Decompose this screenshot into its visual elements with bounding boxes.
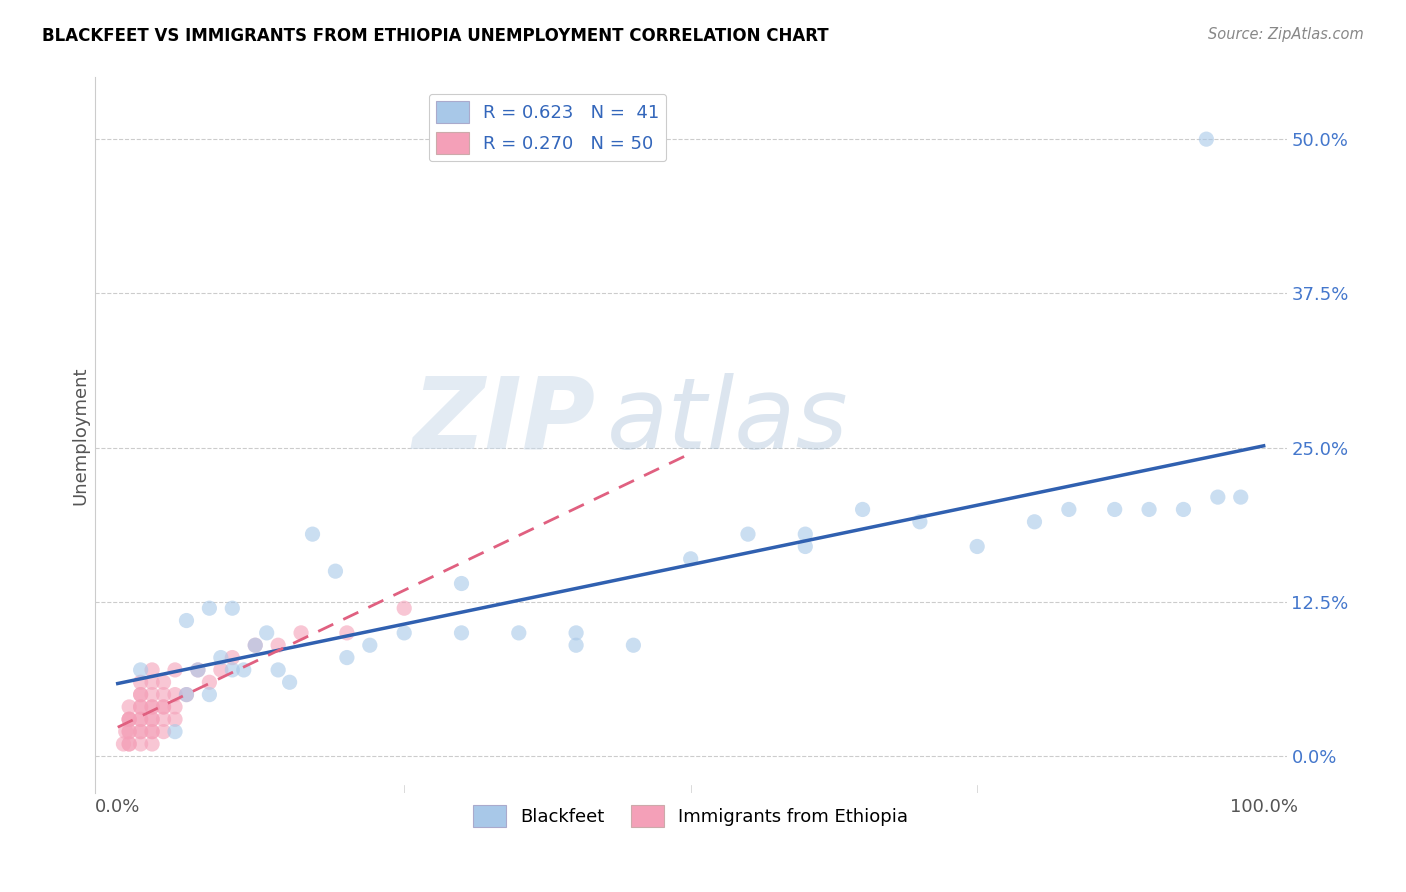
Point xyxy=(176,614,198,628)
Point xyxy=(325,564,347,578)
Point xyxy=(336,626,359,640)
Point xyxy=(679,551,702,566)
Point xyxy=(336,650,359,665)
Point xyxy=(198,688,221,702)
Point xyxy=(245,638,267,652)
Point xyxy=(152,700,174,714)
Point xyxy=(301,527,323,541)
Text: BLACKFEET VS IMMIGRANTS FROM ETHIOPIA UNEMPLOYMENT CORRELATION CHART: BLACKFEET VS IMMIGRANTS FROM ETHIOPIA UN… xyxy=(42,27,828,45)
Point xyxy=(1057,502,1080,516)
Point xyxy=(565,638,588,652)
Point xyxy=(141,688,163,702)
Point xyxy=(152,700,174,714)
Point xyxy=(794,540,817,554)
Point xyxy=(141,712,163,726)
Point xyxy=(118,700,141,714)
Point xyxy=(152,688,174,702)
Point xyxy=(141,663,163,677)
Point xyxy=(129,688,152,702)
Point xyxy=(114,724,136,739)
Point xyxy=(129,675,152,690)
Point xyxy=(392,626,415,640)
Point xyxy=(163,700,186,714)
Point xyxy=(129,737,152,751)
Point xyxy=(129,700,152,714)
Point xyxy=(245,638,267,652)
Point xyxy=(966,540,988,554)
Point xyxy=(359,638,381,652)
Point xyxy=(129,724,152,739)
Point xyxy=(737,527,759,541)
Point xyxy=(163,688,186,702)
Point xyxy=(176,688,198,702)
Point xyxy=(221,650,243,665)
Point xyxy=(129,700,152,714)
Point xyxy=(141,675,163,690)
Point xyxy=(187,663,209,677)
Point xyxy=(290,626,312,640)
Point xyxy=(112,737,135,751)
Text: ZIP: ZIP xyxy=(412,373,595,469)
Point xyxy=(852,502,875,516)
Y-axis label: Unemployment: Unemployment xyxy=(72,366,89,505)
Point xyxy=(565,626,588,640)
Point xyxy=(450,626,472,640)
Point xyxy=(1229,490,1251,504)
Point xyxy=(163,663,186,677)
Point xyxy=(187,663,209,677)
Point xyxy=(163,724,186,739)
Point xyxy=(908,515,931,529)
Point xyxy=(118,712,141,726)
Point xyxy=(221,601,243,615)
Point xyxy=(621,638,644,652)
Point xyxy=(198,675,221,690)
Point xyxy=(1137,502,1160,516)
Point xyxy=(1206,490,1229,504)
Point xyxy=(129,724,152,739)
Point xyxy=(118,712,141,726)
Point xyxy=(163,712,186,726)
Point xyxy=(141,700,163,714)
Point xyxy=(392,601,415,615)
Point xyxy=(1024,515,1046,529)
Point xyxy=(794,527,817,541)
Point xyxy=(129,712,152,726)
Point xyxy=(118,712,141,726)
Point xyxy=(278,675,301,690)
Point xyxy=(118,724,141,739)
Point xyxy=(267,663,290,677)
Point xyxy=(118,724,141,739)
Text: atlas: atlas xyxy=(607,373,849,469)
Point xyxy=(508,626,530,640)
Point xyxy=(141,724,163,739)
Point xyxy=(1195,132,1218,146)
Point xyxy=(141,737,163,751)
Point xyxy=(176,688,198,702)
Point xyxy=(450,576,472,591)
Legend: Blackfeet, Immigrants from Ethiopia: Blackfeet, Immigrants from Ethiopia xyxy=(465,798,915,834)
Point xyxy=(141,712,163,726)
Point xyxy=(152,724,174,739)
Point xyxy=(141,700,163,714)
Text: Source: ZipAtlas.com: Source: ZipAtlas.com xyxy=(1208,27,1364,42)
Point xyxy=(198,601,221,615)
Point xyxy=(232,663,254,677)
Point xyxy=(129,712,152,726)
Point xyxy=(1104,502,1126,516)
Point xyxy=(209,650,232,665)
Point xyxy=(1173,502,1195,516)
Point xyxy=(256,626,278,640)
Point xyxy=(267,638,290,652)
Point xyxy=(152,675,174,690)
Point xyxy=(141,724,163,739)
Point xyxy=(152,712,174,726)
Point xyxy=(118,737,141,751)
Point xyxy=(129,688,152,702)
Point xyxy=(209,663,232,677)
Point xyxy=(221,663,243,677)
Point xyxy=(129,663,152,677)
Point xyxy=(118,737,141,751)
